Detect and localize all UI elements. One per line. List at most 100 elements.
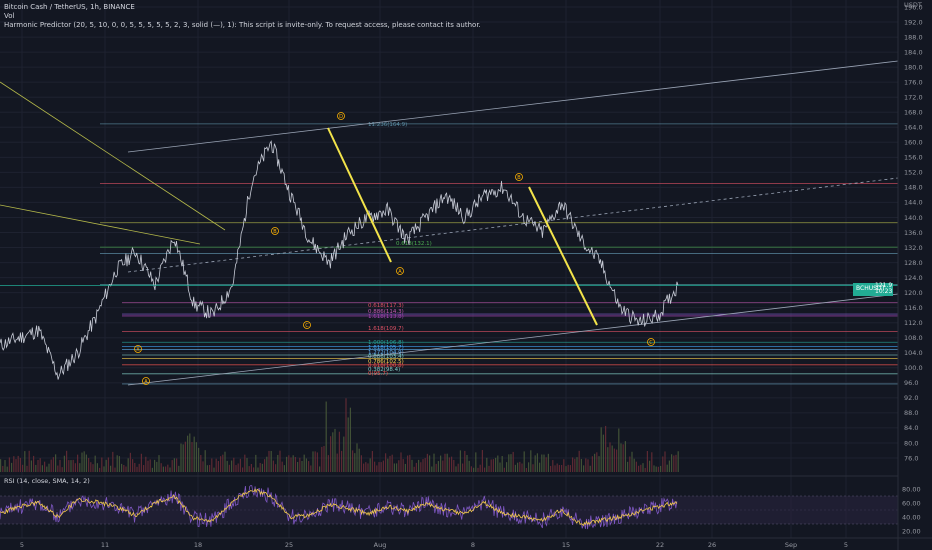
volume-bar xyxy=(541,454,543,472)
volume-bar xyxy=(459,450,461,472)
volume-bar xyxy=(536,453,538,472)
time-tick-label: Sep xyxy=(785,541,797,549)
volume-bar xyxy=(550,465,552,472)
pattern-point-marker xyxy=(647,338,655,346)
volume-bar xyxy=(523,451,525,472)
volume-bar xyxy=(431,466,433,472)
volume-bar xyxy=(63,455,65,472)
volume-bar xyxy=(270,450,272,472)
volume-bar xyxy=(125,466,127,472)
volume-bar xyxy=(602,434,604,472)
volume-bar xyxy=(255,454,257,472)
volume-bar xyxy=(583,465,585,472)
volume-bar xyxy=(497,455,499,472)
volume-bar xyxy=(446,453,448,472)
time-tick-label: 5 xyxy=(844,541,848,549)
price-tick-label: 104.0 xyxy=(904,349,923,357)
volume-bar xyxy=(440,455,442,472)
volume-bar xyxy=(250,463,252,472)
volume-bar xyxy=(475,452,477,472)
pattern-point-marker xyxy=(271,227,279,235)
volume-bar xyxy=(68,460,70,472)
volume-bar xyxy=(488,465,490,472)
fib-label: 1.618(105.7) xyxy=(368,345,404,351)
volume-bar xyxy=(371,451,373,472)
volume-bar xyxy=(299,457,301,472)
volume-bar xyxy=(182,444,184,472)
volume-bar xyxy=(204,450,206,472)
volume-bar xyxy=(391,454,393,472)
grid-lines xyxy=(0,0,898,538)
volume-bar xyxy=(442,460,444,472)
chart-title: Bitcoin Cash / TetherUS, 1h, BINANCE xyxy=(4,3,135,11)
volume-bar xyxy=(598,456,600,472)
volume-bar xyxy=(479,464,481,472)
volume-bar xyxy=(22,464,24,472)
volume-bar xyxy=(422,459,424,472)
volume-bar xyxy=(543,454,545,472)
price-tick-label: 76.0 xyxy=(904,454,918,462)
volume-bar xyxy=(316,452,318,472)
volume-bar xyxy=(242,467,244,472)
volume-bar xyxy=(547,453,549,472)
volume-bar xyxy=(30,460,32,472)
volume-bar xyxy=(495,457,497,472)
pattern-point-label: D xyxy=(339,114,343,120)
volume-bar xyxy=(239,458,241,472)
price-tag-price: 121.9 xyxy=(875,282,893,289)
volume-bar xyxy=(609,442,611,472)
volume-bar xyxy=(323,445,325,472)
time-tick-label: 15 xyxy=(562,541,570,549)
volume-bar xyxy=(272,460,274,472)
volume-bar xyxy=(374,461,376,472)
volume-bar xyxy=(0,459,2,472)
pattern-point-marker xyxy=(337,112,345,120)
volume-bar xyxy=(532,464,534,472)
volume-bar xyxy=(558,465,560,472)
volume-bar xyxy=(253,467,255,472)
volume-bar xyxy=(61,467,63,472)
volume-bar xyxy=(499,462,501,472)
volume-bar xyxy=(52,457,54,472)
volume-bar xyxy=(561,464,563,472)
volume-bar xyxy=(352,450,354,472)
volume-bar xyxy=(330,436,332,472)
volume-bar xyxy=(587,459,589,472)
volume-bar xyxy=(129,452,131,472)
volume-bar xyxy=(510,454,512,472)
volume-bar xyxy=(404,463,406,472)
volume-bar xyxy=(673,455,675,472)
volume-bar xyxy=(490,459,492,472)
price-tick-label: 160.0 xyxy=(904,139,923,147)
volume-bar xyxy=(396,463,398,472)
volume-bar xyxy=(657,466,659,472)
fib-label: 0.618(117.3) xyxy=(368,303,404,309)
volume-bar xyxy=(677,451,679,472)
volume-bar xyxy=(400,452,402,472)
volume-bar xyxy=(503,467,505,472)
volume-bar xyxy=(642,463,644,472)
volume-bar xyxy=(200,455,202,472)
volume-bar xyxy=(44,461,46,472)
volume-bar xyxy=(176,458,178,472)
volume-bar xyxy=(244,454,246,472)
volume-bar xyxy=(312,451,314,472)
price-tick-label: 196.0 xyxy=(904,3,923,11)
volume-bar xyxy=(74,463,76,472)
volume-bar xyxy=(195,442,197,472)
volume-bar xyxy=(468,460,470,472)
volume-bar xyxy=(83,451,85,472)
volume-bars xyxy=(0,398,679,472)
volume-bar xyxy=(580,458,582,472)
volume-bar xyxy=(631,451,633,472)
volume-bar xyxy=(407,455,409,472)
volume-bar xyxy=(389,455,391,472)
volume-bar xyxy=(402,459,404,472)
pattern-point-marker xyxy=(515,173,523,181)
volume-bar xyxy=(616,449,618,472)
volume-bar xyxy=(33,455,35,472)
time-tick-label: 8 xyxy=(471,541,475,549)
time-tick-label: 5 xyxy=(20,541,24,549)
volume-bar xyxy=(105,459,107,472)
